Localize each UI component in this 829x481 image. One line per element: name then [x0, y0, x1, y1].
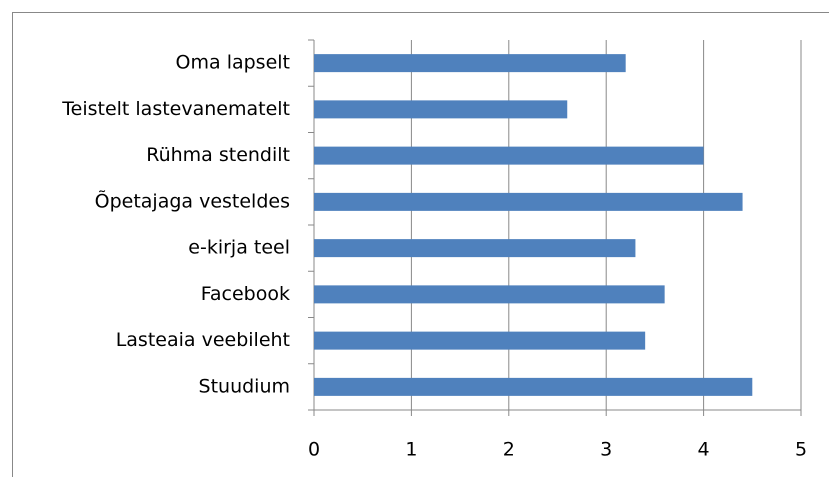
y-tick-label: Rühma stendilt — [146, 144, 290, 166]
y-tick-label: Õpetajaga vesteldes — [95, 189, 290, 212]
x-tick-label: 5 — [795, 439, 807, 461]
y-tick-label: e-kirja teel — [188, 237, 290, 259]
bar — [314, 332, 645, 350]
bar — [314, 239, 635, 257]
y-tick-label: Facebook — [201, 283, 290, 305]
bar — [314, 100, 567, 118]
bar — [314, 378, 752, 396]
x-tick-label: 2 — [503, 439, 515, 461]
y-tick-label: Oma lapselt — [176, 52, 290, 74]
y-tick-label: Lasteaia veebileht — [116, 329, 290, 351]
x-tick-label: 1 — [405, 439, 417, 461]
y-tick-label: Stuudium — [199, 375, 290, 397]
x-tick-label: 3 — [600, 439, 612, 461]
x-tick-label: 4 — [698, 439, 710, 461]
x-tick-label: 0 — [308, 439, 320, 461]
y-tick-label: Teistelt lastevanematelt — [61, 98, 290, 120]
bar — [314, 54, 626, 72]
bar — [314, 193, 743, 211]
bar — [314, 147, 704, 165]
bar — [314, 285, 665, 303]
